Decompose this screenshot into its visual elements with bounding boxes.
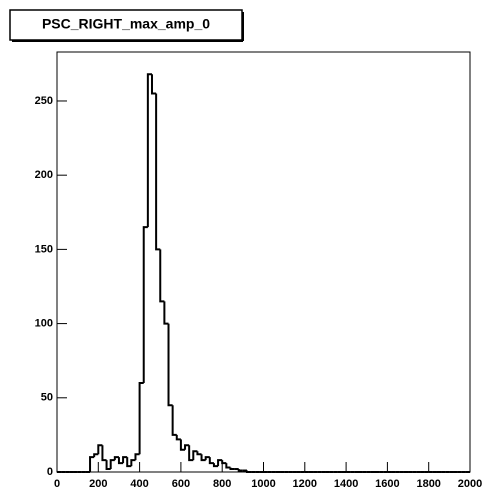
histogram-bin <box>150 74 157 95</box>
histogram-bin <box>225 463 231 469</box>
chart-title: PSC_RIGHT_max_amp_0 <box>42 16 210 32</box>
x-tick-label: 1600 <box>375 478 399 490</box>
histogram-bin <box>208 457 214 465</box>
histogram-bin <box>113 456 119 461</box>
title-box <box>9 9 243 41</box>
histogram-bin <box>122 456 128 464</box>
y-tick-label: 0 <box>47 466 53 478</box>
y-tick-label: 150 <box>35 243 53 255</box>
x-tick-label: 1000 <box>251 478 275 490</box>
histogram-bin <box>167 323 173 407</box>
histogram-bin <box>192 450 198 461</box>
x-tick-label: 1800 <box>416 478 440 490</box>
histogram-bin <box>188 445 194 462</box>
histogram-bin <box>126 457 132 468</box>
x-tick-label: 1400 <box>334 478 358 490</box>
histogram-bin <box>175 434 181 441</box>
x-tick-label: 400 <box>130 478 148 490</box>
histogram-bin <box>171 405 177 436</box>
histogram-bin <box>237 469 243 472</box>
x-tick-label: 200 <box>89 478 107 490</box>
histogram-bin <box>179 439 186 451</box>
histogram-bin <box>212 463 219 468</box>
y-tick-label: 250 <box>35 95 53 107</box>
histogram-bin <box>146 73 152 228</box>
y-tick-label: 200 <box>35 169 53 181</box>
histogram-bin <box>200 454 206 462</box>
y-tick-label: 50 <box>41 392 53 404</box>
histogram-bin <box>245 470 252 473</box>
histogram-bin <box>89 456 95 472</box>
histogram-bin <box>93 453 99 458</box>
histogram-bin <box>155 93 161 251</box>
y-tick-label: 100 <box>35 317 53 329</box>
histogram-bin <box>142 226 148 383</box>
x-tick-label: 1200 <box>293 478 317 490</box>
histogram-bin <box>109 459 115 470</box>
histogram-bin <box>221 460 227 465</box>
histogram-bin <box>159 249 165 303</box>
histogram-bin <box>117 457 124 465</box>
histogram-bin <box>130 459 136 467</box>
histogram-bin <box>229 467 235 471</box>
x-tick-label: 800 <box>213 478 231 490</box>
x-tick-label: 2000 <box>458 478 482 490</box>
histogram-bin <box>97 444 103 455</box>
plot-frame <box>56 51 471 473</box>
x-tick-label: 600 <box>172 478 190 490</box>
histogram-bin <box>101 445 107 462</box>
histogram-bin <box>134 453 140 461</box>
histogram-bin <box>184 444 190 450</box>
histogram-bin <box>163 301 169 325</box>
x-tick-label: 0 <box>54 478 60 490</box>
histogram-bin <box>204 456 210 461</box>
histogram-bin <box>217 459 223 467</box>
histogram-bin <box>105 460 111 471</box>
histogram-bin <box>196 451 202 456</box>
histogram-bin <box>138 381 144 455</box>
